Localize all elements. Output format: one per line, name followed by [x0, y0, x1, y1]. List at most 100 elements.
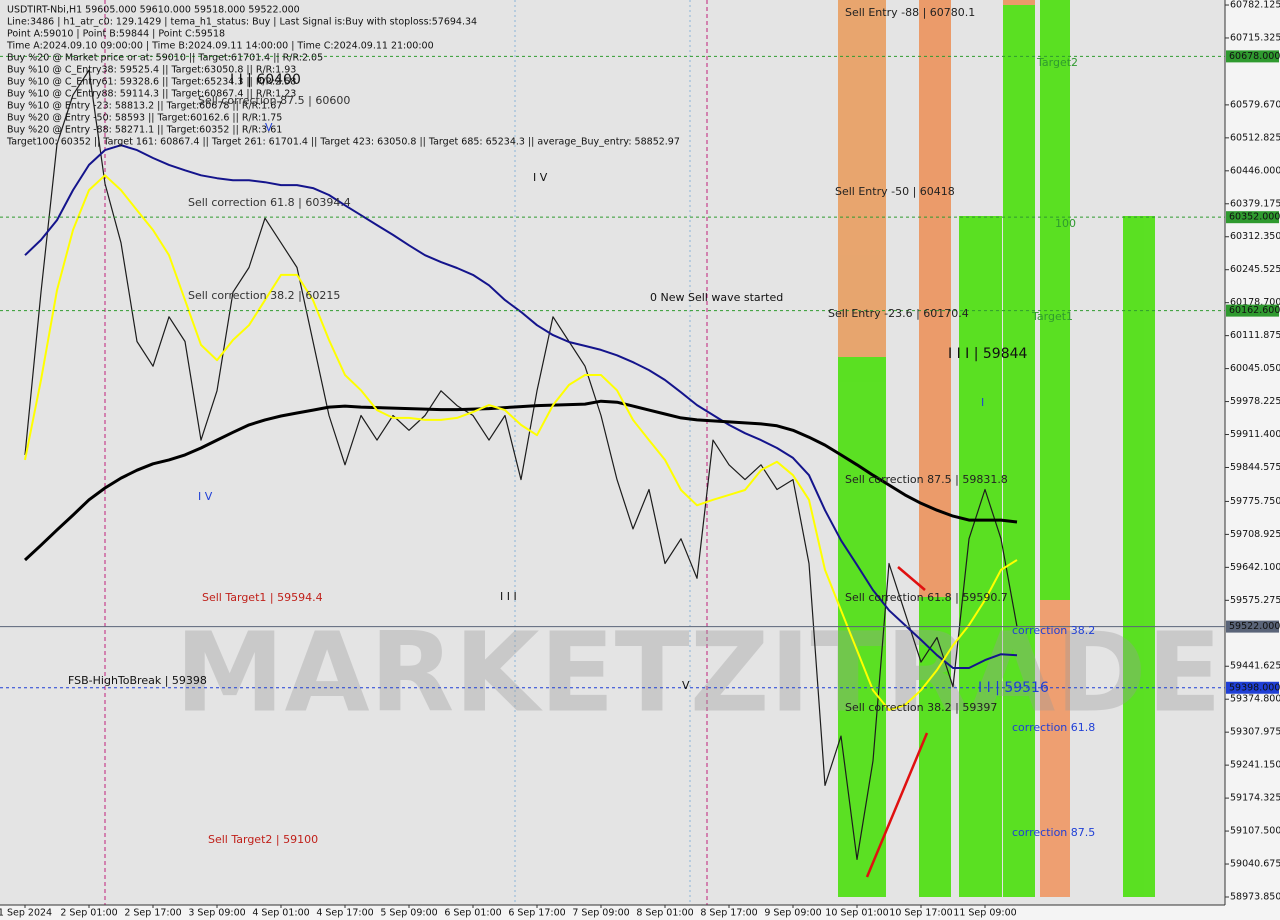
y-tick-label: 59575.275 [1230, 595, 1280, 606]
annotation: Sell correction 87.5 | 59831.8 [845, 473, 1008, 486]
x-tick-label: 6 Sep 01:00 [444, 908, 501, 919]
y-tick-label: 60512.825 [1230, 132, 1280, 143]
x-tick-label: 4 Sep 01:00 [252, 908, 309, 919]
info-line: Buy %10 @ C_Entry88: 59114.3 || Target:6… [7, 89, 296, 100]
info-line: Line:3486 | h1_atr_c0: 129.1429 | tema_h… [7, 17, 477, 28]
axis-background [1225, 0, 1280, 920]
sell-zone [838, 0, 886, 357]
annotation: I V [198, 490, 213, 503]
level-label: 59522.000 [1229, 621, 1280, 632]
trend-line [865, 732, 929, 878]
x-tick-label: 8 Sep 01:00 [636, 908, 693, 919]
annotation: 0 New Sell wave started [650, 291, 783, 304]
info-line: Target100: 60352 || Target 161: 60867.4 … [6, 137, 680, 148]
y-tick-label: 60111.875 [1230, 330, 1280, 341]
y-tick-label: 59040.675 [1230, 859, 1280, 870]
sell-zone [1003, 0, 1035, 5]
info-line: USDTIRT-Nbi,H1 59605.000 59610.000 59518… [7, 5, 300, 16]
info-line: Buy %20 @ Entry -50: 58593 || Target:601… [7, 113, 282, 124]
annotation: correction 61.8 [1012, 721, 1095, 734]
annotation: 100 [1055, 217, 1076, 230]
buy-zone [1040, 0, 1070, 600]
x-tick-label: 10 Sep 01:00 [825, 908, 888, 919]
y-tick-label: 60379.175 [1230, 198, 1280, 209]
x-tick-label: 11 Sep 09:00 [953, 908, 1016, 919]
x-tick-label: 4 Sep 17:00 [316, 908, 373, 919]
trend-line [897, 566, 926, 591]
annotation: I [981, 396, 984, 409]
annotation: V [265, 121, 273, 134]
annotation: correction 87.5 [1012, 826, 1095, 839]
y-tick-label: 59374.800 [1230, 694, 1280, 705]
level-label: 60352.000 [1229, 212, 1280, 223]
y-tick-label: 60178.700 [1230, 297, 1280, 308]
annotation: I I I | 59844 [948, 346, 1028, 362]
level-label: 59398.000 [1229, 682, 1280, 693]
annotation: Target1 [1031, 310, 1073, 323]
annotation: Sell Entry -23.6 | 60170.4 [828, 307, 969, 320]
x-tick-label: 6 Sep 17:00 [508, 908, 565, 919]
level-label-box [1226, 50, 1279, 63]
annotation: Sell correction 38.2 | 59397 [845, 701, 997, 714]
annotation: correction 38.2 [1012, 624, 1095, 637]
annotation: Sell correction 61.8 | 60394.4 [188, 196, 351, 209]
info-line: Buy %20 @ Market price or at: 59010 || T… [7, 53, 323, 64]
annotation: V [682, 679, 690, 692]
annotation: Sell correction 87.5 | 60600 [198, 94, 350, 107]
annotation: I I | 60400 [230, 72, 301, 88]
y-tick-label: 60312.350 [1230, 231, 1280, 242]
y-tick-label: 60715.325 [1230, 32, 1280, 43]
watermark: MARKETZITRADE [175, 608, 1222, 736]
level-label: 60162.600 [1229, 305, 1280, 316]
series-line [23, 399, 1018, 562]
x-tick-label: 1 Sep 2024 [0, 908, 52, 919]
y-tick-label: 60782.125 [1230, 0, 1280, 11]
x-tick-label: 7 Sep 09:00 [572, 908, 629, 919]
buy-zone [919, 597, 951, 897]
y-tick-label: 59775.750 [1230, 496, 1280, 507]
x-tick-label: 8 Sep 17:00 [700, 908, 757, 919]
axis-background [0, 905, 1225, 920]
annotation: I I I [500, 590, 517, 603]
level-label: 60678.000 [1229, 51, 1280, 62]
y-tick-label: 60245.525 [1230, 264, 1280, 275]
y-tick-label: 60579.670 [1230, 99, 1280, 110]
y-tick-label: 59107.500 [1230, 826, 1280, 837]
annotation: FSB-HighToBreak | 59398 [68, 674, 207, 687]
sell-zone [919, 0, 951, 597]
level-label-box [1226, 681, 1279, 694]
y-tick-label: 58973.850 [1230, 891, 1280, 902]
y-tick-label: 60045.050 [1230, 363, 1280, 374]
x-tick-label: 9 Sep 09:00 [764, 908, 821, 919]
y-tick-label: 59911.400 [1230, 429, 1280, 440]
level-label-box [1226, 211, 1279, 224]
y-tick-label: 59844.575 [1230, 462, 1280, 473]
y-tick-label: 60446.000 [1230, 165, 1280, 176]
x-tick-label: 5 Sep 09:00 [380, 908, 437, 919]
y-tick-label: 59708.925 [1230, 529, 1280, 540]
info-line: Buy %20 @ Entry -88: 58271.1 || Target:6… [7, 125, 282, 136]
y-tick-label: 59241.150 [1230, 760, 1280, 771]
y-tick-label: 59978.225 [1230, 396, 1280, 407]
annotation: Sell correction 38.2 | 60215 [188, 289, 340, 302]
series-line [24, 174, 1018, 711]
x-tick-label: 2 Sep 17:00 [124, 908, 181, 919]
y-tick-label: 59174.325 [1230, 793, 1280, 804]
annotation: Sell Entry -88 | 60780.1 [845, 6, 975, 19]
y-tick-label: 59642.100 [1230, 562, 1280, 573]
y-tick-label: 59441.625 [1230, 661, 1280, 672]
buy-zone [1123, 216, 1155, 897]
annotation: I I | 59516 [978, 680, 1049, 696]
x-tick-label: 3 Sep 09:00 [188, 908, 245, 919]
series-line [24, 144, 1018, 669]
level-label-box [1226, 304, 1279, 317]
level-label-box [1226, 620, 1279, 633]
info-line: Buy %10 @ Entry -23: 58813.2 || Target:6… [7, 101, 282, 112]
annotation: Target2 [1036, 56, 1078, 69]
info-line: Time A:2024.09.10 09:00:00 | Time B:2024… [6, 41, 434, 52]
annotation: I V [533, 171, 548, 184]
buy-zone [959, 216, 1002, 897]
info-line: Point A:59010 | Point B:59844 | Point C:… [7, 29, 225, 40]
annotation: Sell Target1 | 59594.4 [202, 591, 323, 604]
